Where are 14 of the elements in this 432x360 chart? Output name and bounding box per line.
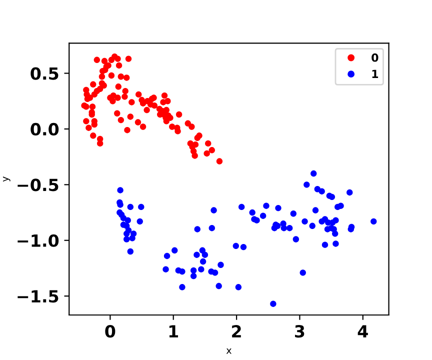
y-tick-label: 0.0 bbox=[30, 122, 59, 136]
legend-label: 1 bbox=[372, 70, 378, 78]
x-tick-label: 0 bbox=[105, 325, 116, 338]
y-tick-label: 0.5 bbox=[30, 67, 58, 80]
x-tick-label: 1 bbox=[169, 325, 178, 338]
x-tick-label: 2 bbox=[232, 325, 241, 338]
x-tick-label: 3 bbox=[295, 325, 304, 338]
y-tick-label: −0.5 bbox=[18, 178, 58, 192]
y-axis-title: y bbox=[3, 176, 10, 182]
x-tick-label: 4 bbox=[358, 325, 368, 338]
x-axis-title: x bbox=[226, 348, 232, 354]
legend-label: 0 bbox=[372, 53, 378, 62]
y-tick-label: −1.5 bbox=[18, 290, 58, 303]
y-tick-label: −1.0 bbox=[18, 234, 59, 247]
